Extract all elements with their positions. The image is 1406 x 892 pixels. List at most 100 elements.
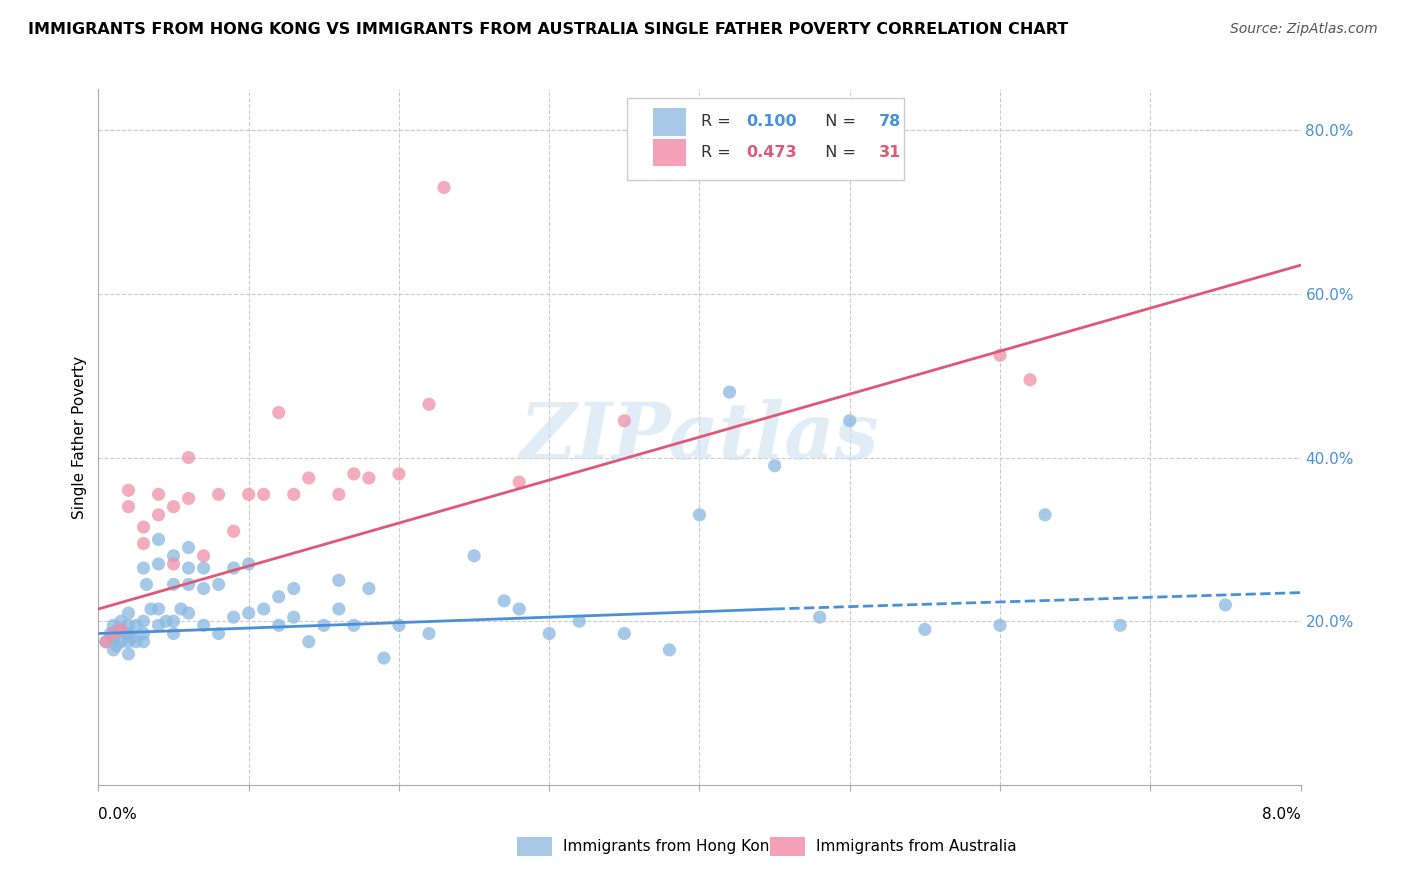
- Point: [177, 541, 200, 555]
- Text: 0.100: 0.100: [747, 114, 797, 129]
- Point: [117, 606, 139, 620]
- Point: [110, 614, 132, 628]
- Point: [114, 626, 136, 640]
- Point: [283, 610, 305, 624]
- Point: [162, 577, 184, 591]
- Point: [988, 348, 1011, 362]
- Point: [132, 634, 155, 648]
- Point: [162, 549, 184, 563]
- Text: N =: N =: [815, 114, 860, 129]
- Point: [148, 487, 170, 501]
- Point: [117, 626, 139, 640]
- Point: [267, 618, 290, 632]
- Point: [222, 610, 245, 624]
- Point: [177, 491, 200, 506]
- Point: [135, 577, 157, 591]
- Text: 31: 31: [879, 145, 901, 160]
- Point: [388, 467, 411, 481]
- Point: [914, 623, 936, 637]
- Text: Immigrants from Hong Kong: Immigrants from Hong Kong: [564, 839, 779, 854]
- Point: [418, 626, 440, 640]
- Point: [117, 634, 139, 648]
- Text: R =: R =: [700, 145, 735, 160]
- Point: [328, 574, 350, 588]
- FancyBboxPatch shape: [627, 97, 904, 179]
- Point: [343, 618, 366, 632]
- Point: [103, 618, 125, 632]
- Point: [193, 561, 215, 575]
- Point: [103, 626, 125, 640]
- Point: [222, 524, 245, 539]
- Point: [148, 602, 170, 616]
- Point: [148, 557, 170, 571]
- Point: [208, 626, 231, 640]
- Point: [177, 561, 200, 575]
- Point: [103, 643, 125, 657]
- Text: R =: R =: [700, 114, 735, 129]
- Point: [298, 471, 321, 485]
- Text: 0.0%: 0.0%: [98, 807, 138, 822]
- Point: [328, 487, 350, 501]
- Y-axis label: Single Father Poverty: Single Father Poverty: [72, 356, 87, 518]
- Point: [100, 626, 122, 640]
- Point: [155, 614, 177, 628]
- Point: [283, 582, 305, 596]
- Point: [193, 618, 215, 632]
- Point: [148, 533, 170, 547]
- Point: [463, 549, 485, 563]
- Point: [110, 634, 132, 648]
- Bar: [652, 138, 686, 167]
- Point: [418, 397, 440, 411]
- Point: [253, 487, 276, 501]
- Point: [132, 520, 155, 534]
- Point: [508, 475, 530, 489]
- Point: [94, 634, 117, 648]
- Point: [117, 618, 139, 632]
- Point: [117, 483, 139, 498]
- Point: [132, 561, 155, 575]
- Point: [177, 577, 200, 591]
- Point: [238, 557, 260, 571]
- Point: [763, 458, 786, 473]
- Point: [107, 623, 129, 637]
- Point: [105, 639, 128, 653]
- Text: Source: ZipAtlas.com: Source: ZipAtlas.com: [1230, 22, 1378, 37]
- Point: [373, 651, 395, 665]
- Point: [162, 557, 184, 571]
- Point: [267, 405, 290, 419]
- Text: IMMIGRANTS FROM HONG KONG VS IMMIGRANTS FROM AUSTRALIA SINGLE FATHER POVERTY COR: IMMIGRANTS FROM HONG KONG VS IMMIGRANTS …: [28, 22, 1069, 37]
- Point: [117, 647, 139, 661]
- Point: [110, 623, 132, 637]
- Point: [283, 487, 305, 501]
- Point: [125, 634, 148, 648]
- Point: [538, 626, 561, 640]
- Point: [328, 602, 350, 616]
- Point: [132, 626, 155, 640]
- Point: [222, 561, 245, 575]
- Point: [132, 536, 155, 550]
- Point: [838, 414, 860, 428]
- Point: [1033, 508, 1056, 522]
- Point: [1215, 598, 1237, 612]
- Text: N =: N =: [815, 145, 860, 160]
- Point: [132, 614, 155, 628]
- Point: [298, 634, 321, 648]
- Point: [139, 602, 162, 616]
- Point: [388, 618, 411, 632]
- Point: [253, 602, 276, 616]
- Point: [125, 618, 148, 632]
- Point: [162, 626, 184, 640]
- Point: [170, 602, 193, 616]
- Text: 0.473: 0.473: [747, 145, 797, 160]
- Point: [688, 508, 710, 522]
- Bar: [652, 108, 686, 136]
- Point: [988, 618, 1011, 632]
- Point: [121, 631, 143, 645]
- Point: [613, 626, 636, 640]
- Point: [238, 606, 260, 620]
- Point: [613, 414, 636, 428]
- Point: [312, 618, 335, 632]
- Point: [267, 590, 290, 604]
- Point: [177, 450, 200, 465]
- Point: [343, 467, 366, 481]
